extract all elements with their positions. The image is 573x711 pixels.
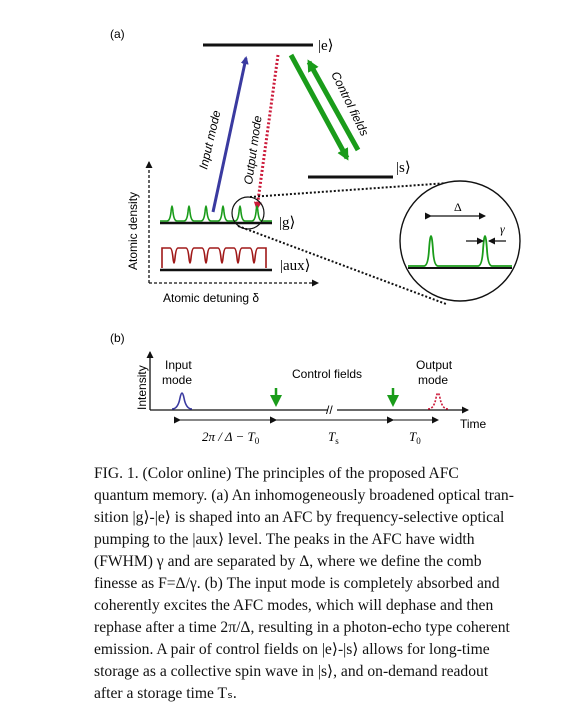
control-field-arrow-down [288, 53, 350, 161]
b-input-mode-label-1: Input [165, 358, 192, 372]
interval-label-2: Ts [328, 429, 339, 446]
zoom-line-top [249, 182, 449, 198]
caption-line: coherently excites the AFC modes, which … [94, 597, 494, 614]
interval-label-3: T0 [409, 429, 421, 446]
level-aux-label: |aux⟩ [280, 258, 311, 274]
zoom-inset-circle [399, 180, 521, 302]
caption-line: storage as a collective spin wave in |s⟩… [94, 663, 489, 680]
zoom-source-circle [231, 196, 265, 230]
aux-population [161, 247, 267, 268]
panel-a-label: (a) [110, 27, 125, 41]
caption-line: sition |g⟩-|e⟩ is shaped into an AFC by … [94, 509, 505, 526]
gamma-label: γ [500, 222, 505, 236]
caption-line: rephase after a time 2π/Δ, resulting in … [94, 619, 510, 636]
afc-figure: (a) |e⟩ |s⟩ Input mode Output mode Contr… [110, 27, 521, 446]
afc-comb-peaks [160, 205, 272, 222]
level-e-label: |e⟩ [318, 38, 334, 54]
interval-label-1: 2π / Δ − T0 [202, 429, 260, 446]
caption-line: emission. A pair of control fields on |e… [94, 641, 490, 658]
control-field-arrow-up [306, 59, 361, 152]
caption-line: pumping to the |aux⟩ level. The peaks in… [94, 531, 475, 548]
caption-line: FIG. 1. (Color online) The principles of… [94, 465, 459, 482]
b-output-mode-label-1: Output [416, 358, 453, 372]
axis-break: // [326, 403, 333, 417]
delta-label: Δ [454, 200, 462, 214]
input-pulse [171, 392, 193, 410]
output-pulse [427, 392, 449, 410]
b-y-axis-label: Intensity [135, 365, 149, 410]
caption-line: finesse as F=Δ/γ. (b) The input mode is … [94, 575, 500, 592]
input-mode-arrow [211, 56, 249, 213]
b-control-fields-label: Control fields [292, 367, 362, 381]
b-x-axis-label: Time [460, 417, 487, 431]
panel-b-label: (b) [110, 331, 125, 345]
output-mode-arrow [253, 54, 280, 210]
a-x-axis-label: Atomic detuning δ [163, 291, 259, 305]
level-s-label: |s⟩ [396, 160, 411, 176]
a-y-axis-label: Atomic density [126, 192, 140, 270]
b-output-mode-label-2: mode [418, 373, 448, 387]
inset-peaks [408, 235, 512, 267]
caption-line: quantum memory. (a) An inhomogeneously b… [94, 487, 514, 504]
caption-line: after a storage time Tₛ. [94, 685, 237, 702]
input-mode-label: Input mode [196, 109, 223, 171]
caption-line: (FWHM) γ and are separated by Δ, where w… [94, 553, 482, 570]
b-input-mode-label-2: mode [162, 373, 192, 387]
figure-caption: FIG. 1. (Color online) The principles of… [94, 463, 564, 705]
zoom-line-bottom [237, 225, 447, 305]
level-g-label: |g⟩ [279, 215, 295, 231]
